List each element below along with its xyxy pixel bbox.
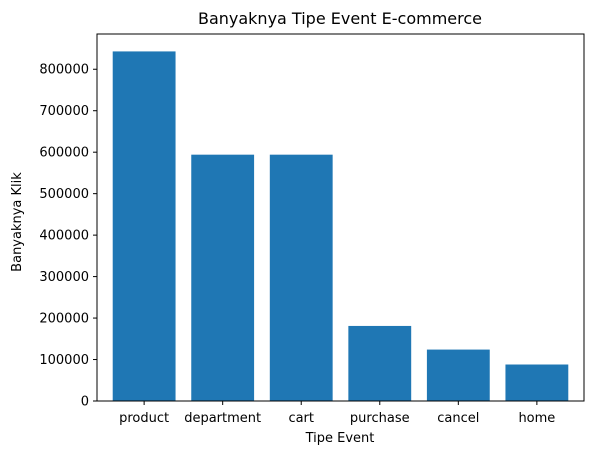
bar-cancel <box>426 349 490 401</box>
y-tick-label: 100000 <box>39 353 89 368</box>
plot-frame <box>96 33 585 402</box>
bar-home <box>505 364 569 401</box>
y-tick-label: 200000 <box>39 312 89 327</box>
bar-department <box>191 154 255 401</box>
y-tick-label: 600000 <box>39 146 89 161</box>
bar-cart <box>269 154 333 401</box>
y-tick-label: 700000 <box>39 104 89 119</box>
x-tick-label-product: product <box>119 411 169 426</box>
y-tick-label: 800000 <box>39 63 89 78</box>
bars-group <box>112 51 569 401</box>
x-axis-ticks: product department cart purchase cancel home <box>119 401 555 426</box>
y-tick-label: 500000 <box>39 187 89 202</box>
chart-title: Banyaknya Tipe Event E-commerce <box>198 9 482 28</box>
x-tick-label-home: home <box>518 411 555 426</box>
x-tick-label-purchase: purchase <box>350 411 410 426</box>
x-tick-label-cancel: cancel <box>437 411 479 426</box>
bar-purchase <box>348 325 412 401</box>
x-tick-label-department: department <box>184 411 261 426</box>
y-axis-label: Banyaknya Klik <box>10 172 25 272</box>
y-tick-label: 400000 <box>39 229 89 244</box>
x-axis-label: Tipe Event <box>305 431 375 446</box>
y-tick-label: 0 <box>81 395 89 410</box>
x-tick-label-cart: cart <box>288 411 314 426</box>
y-tick-label: 300000 <box>39 270 89 285</box>
bar-product <box>112 51 176 401</box>
y-axis-ticks: 0 100000 200000 300000 400000 500000 600000 700… <box>39 63 97 410</box>
